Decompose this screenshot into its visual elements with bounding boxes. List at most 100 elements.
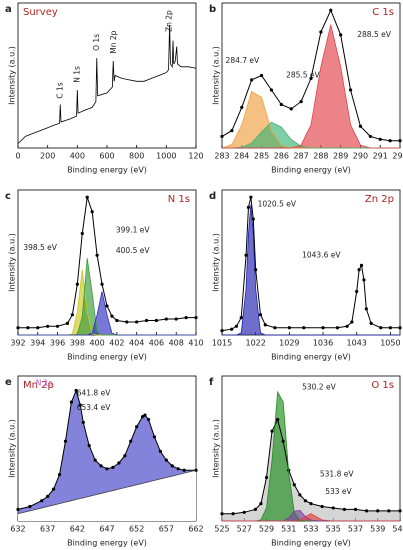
data-point — [250, 78, 254, 82]
x-tick-label: 200 — [40, 152, 55, 161]
data-point — [254, 268, 258, 272]
data-point — [57, 473, 62, 477]
x-tick-label: 284 — [234, 152, 249, 161]
x-axis-label: Binding energy (eV) — [271, 166, 351, 175]
data-point — [258, 313, 263, 317]
x-tick-label: 120 — [188, 152, 203, 161]
data-point — [154, 318, 159, 323]
annotation: 533 eV — [325, 487, 352, 496]
annotation: 285.5 eV — [286, 71, 320, 80]
data-point — [40, 499, 44, 503]
annotation: 641.8 eV — [77, 388, 111, 397]
data-point — [111, 465, 115, 469]
data-point — [63, 439, 68, 443]
data-point — [369, 321, 373, 325]
x-tick-label: 286 — [274, 152, 289, 161]
data-point — [85, 195, 89, 199]
data-point — [253, 507, 257, 511]
y-axis-label: Intensity (a.u.) — [212, 233, 221, 292]
data-point — [303, 499, 308, 503]
data-point — [55, 324, 60, 328]
data-point — [78, 403, 82, 407]
annotation: O 1s — [92, 34, 101, 51]
area — [222, 391, 400, 521]
data-point — [99, 464, 103, 468]
x-tick-label: 291 — [373, 152, 388, 161]
x-tick-label: 400 — [89, 339, 104, 348]
line — [17, 388, 196, 510]
x-tick-label: 1043 — [347, 339, 367, 348]
data-point — [135, 425, 139, 429]
data-point — [279, 102, 283, 107]
data-point — [364, 307, 368, 311]
panel-title: Survey — [23, 7, 58, 18]
x-axis-label: Binding energy (eV) — [271, 353, 351, 362]
panel-title: C 1s — [372, 7, 394, 18]
data-point — [230, 129, 234, 133]
x-tick-label: 406 — [149, 339, 164, 348]
data-point — [292, 483, 296, 487]
annotation: Zn 2p — [164, 10, 173, 32]
data-point — [110, 314, 114, 318]
data-point — [378, 137, 382, 141]
data-point — [164, 458, 168, 462]
annotation: N 1s — [36, 378, 53, 387]
data-point — [242, 510, 246, 514]
annotation: 530.2 eV — [302, 383, 336, 392]
data-point — [353, 507, 358, 511]
area — [222, 204, 400, 335]
area — [18, 470, 196, 521]
data-point — [388, 139, 392, 143]
data-point — [87, 444, 91, 448]
data-point — [184, 316, 188, 320]
panel-title: Zn 2p — [365, 194, 394, 205]
data-point — [16, 507, 20, 511]
data-point — [335, 326, 340, 330]
data-point — [345, 324, 349, 328]
x-tick-label: 541 — [392, 525, 403, 534]
panel-label: e — [5, 377, 12, 388]
x-tick-label: 637 — [40, 525, 55, 534]
x-tick-label: 1029 — [279, 339, 299, 348]
data-point — [231, 512, 235, 516]
line — [222, 204, 400, 336]
data-point — [100, 282, 104, 286]
y-axis-label: Intensity (a.u.) — [8, 233, 17, 292]
x-tick-label: 394 — [30, 339, 45, 348]
data-point — [143, 413, 147, 417]
data-point — [95, 253, 99, 257]
data-point — [355, 289, 359, 294]
data-point — [28, 504, 32, 509]
data-point — [234, 324, 239, 328]
line — [222, 513, 400, 522]
data-point — [93, 458, 97, 462]
x-tick-label: 652 — [129, 525, 144, 534]
data-point — [170, 464, 174, 468]
annotation: 531.8 eV — [320, 470, 354, 479]
area — [18, 291, 196, 335]
panel-title: N 1s — [168, 194, 190, 205]
data-point — [74, 388, 78, 393]
data-point — [129, 439, 133, 443]
data-point — [273, 326, 277, 330]
data-point — [81, 420, 85, 424]
data-point — [52, 487, 56, 491]
data-point — [182, 468, 186, 472]
annotation: N 1s — [73, 66, 82, 83]
data-point — [321, 326, 325, 330]
x-tick-label: 1000 — [156, 152, 176, 161]
x-axis-label: Binding energy (eV) — [67, 166, 147, 175]
panel-label: a — [5, 4, 12, 15]
data-point — [331, 506, 335, 510]
annotation: 653.4 eV — [77, 403, 111, 412]
data-point — [174, 317, 178, 321]
data-point — [376, 509, 380, 513]
annotation: 399.1 eV — [116, 226, 150, 235]
x-tick-label: 289 — [333, 152, 348, 161]
data-point — [342, 507, 346, 511]
line — [222, 418, 400, 515]
x-tick-label: 800 — [129, 152, 144, 161]
x-tick-label: 288 — [313, 152, 328, 161]
x-tick-label: 537 — [348, 525, 363, 534]
